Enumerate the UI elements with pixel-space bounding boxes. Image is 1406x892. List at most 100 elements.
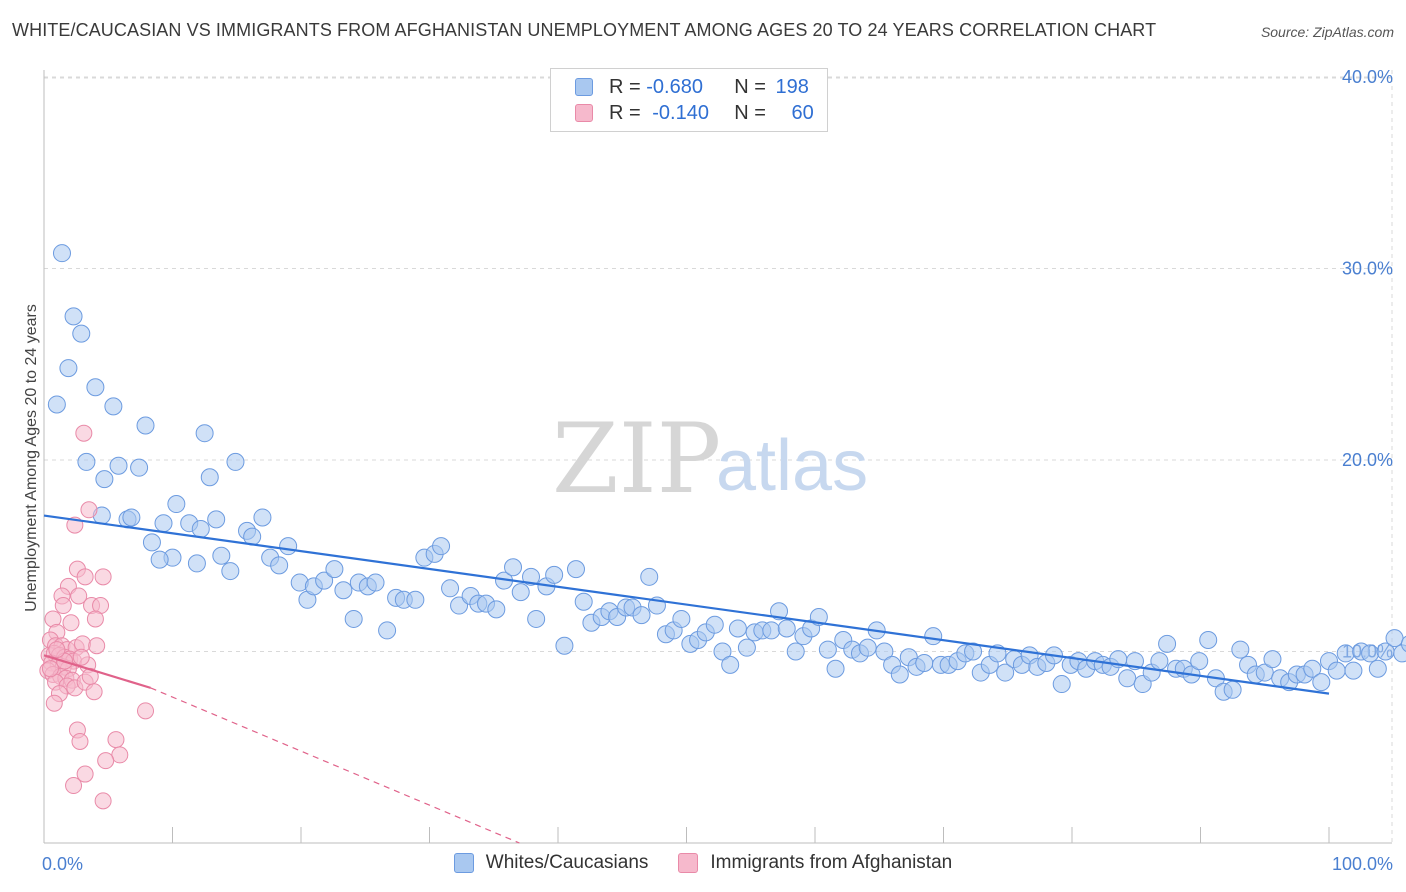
whites-point [555,636,574,655]
whites-point [762,621,781,640]
afghanistan-point [86,610,104,628]
y-tick-label: 30.0% [1342,259,1393,279]
legend-r-label: R = [609,101,641,124]
whites-point [109,456,128,475]
whites-trend-line [43,514,1330,695]
whites-point [187,554,206,573]
whites-point [522,567,541,586]
whites-point [315,571,334,590]
legend-swatch-blue [453,853,474,873]
whites-point [1150,652,1169,671]
whites-point [136,416,155,435]
whites-point [1344,661,1363,680]
whites-point [566,560,585,579]
whites-point [207,510,226,529]
watermark-atlas: atlas [716,426,868,506]
whites-point [279,537,298,556]
afghanistan-point [72,648,90,666]
series-whites-points [47,244,1406,701]
whites-point [154,514,173,533]
whites-point [875,642,894,661]
legend-swatch-pink [678,853,699,873]
legend-r-value: -0.680 [646,75,703,98]
whites-point [191,519,210,538]
correlation-legend: R = -0.680 N = 198 R = -0.140 N = 60 [550,68,828,132]
legend-row-whites: R = -0.680 N = 198 [575,74,809,100]
whites-point [713,642,732,661]
whites-point [221,562,240,581]
whites-point [511,583,530,602]
chart-title: WHITE/CAUCASIAN VS IMMIGRANTS FROM AFGHA… [12,20,1157,40]
x-tick-label: 0.0% [42,854,83,874]
whites-point [334,581,353,600]
whites-point [378,621,397,640]
axes [43,70,1392,844]
trend-lines [43,514,1330,844]
afghanistan-point [41,660,59,678]
whites-point [47,395,66,414]
whites-point [441,579,460,598]
afghanistan-point [80,501,98,519]
whites-point [770,602,789,621]
whites-point [1336,644,1355,663]
whites-point [777,619,796,638]
legend-item-afghanistan: Immigrants from Afghanistan [678,852,952,874]
afghanistan-point [137,702,155,720]
whites-point [964,642,983,661]
whites-point [200,468,219,487]
whites-point [52,244,71,263]
afghanistan-point [85,683,103,701]
whites-point [142,533,161,552]
whites-point [150,550,169,569]
whites-point [640,567,659,586]
whites-point [59,359,78,378]
whites-point [77,452,96,471]
legend-label-whites: Whites/Caucasians [485,852,649,873]
afghanistan-point [75,424,93,442]
whites-point [1312,673,1331,692]
afghanistan-point [76,765,94,783]
whites-point [195,424,214,443]
y-axis-label: Unemployment Among Ages 20 to 24 years [23,304,40,612]
legend-row-afghanistan: R = -0.140 N = 60 [575,100,814,126]
whites-point [858,638,877,657]
afghanistan-point [65,777,83,795]
whites-point [1368,659,1387,678]
afghanistan-point [107,731,125,749]
afghanistan-trend-extension [150,687,520,844]
legend-n-label: N = [734,101,766,124]
whites-point [545,565,564,584]
whites-point [527,609,546,628]
afghanistan-point [76,568,94,586]
whites-point [487,600,506,619]
whites-point [672,609,691,628]
whites-point [450,596,469,615]
whites-point [104,397,123,416]
whites-point [344,609,363,628]
whites-point [212,546,231,565]
whites-point [122,508,141,527]
afghanistan-point [94,568,112,586]
whites-point [1327,661,1346,680]
legend-r-label: R = [609,75,641,98]
legend-item-whites: Whites/Caucasians [453,852,649,874]
whites-point [1263,650,1282,669]
whites-point [924,627,943,646]
x-tick-label: 100.0% [1332,854,1393,874]
whites-point [226,452,245,471]
legend-label-afghanistan: Immigrants from Afghanistan [710,852,953,873]
afghanistan-point [48,641,66,659]
series-legend: Whites/Caucasians Immigrants from Afghan… [0,852,1406,874]
afghanistan-point [71,733,89,751]
afghanistan-point [62,614,80,632]
whites-point [64,307,83,326]
whites-point [1385,629,1404,648]
whites-point [130,458,149,477]
whites-point [270,556,289,575]
source-label: Source: ZipAtlas.com [1260,24,1394,40]
whites-point [890,665,909,684]
whites-point [632,606,651,625]
afghanistan-point [111,746,129,764]
whites-point [1231,640,1250,659]
x-tick-labels: 0.0% 100.0% [42,854,1393,874]
